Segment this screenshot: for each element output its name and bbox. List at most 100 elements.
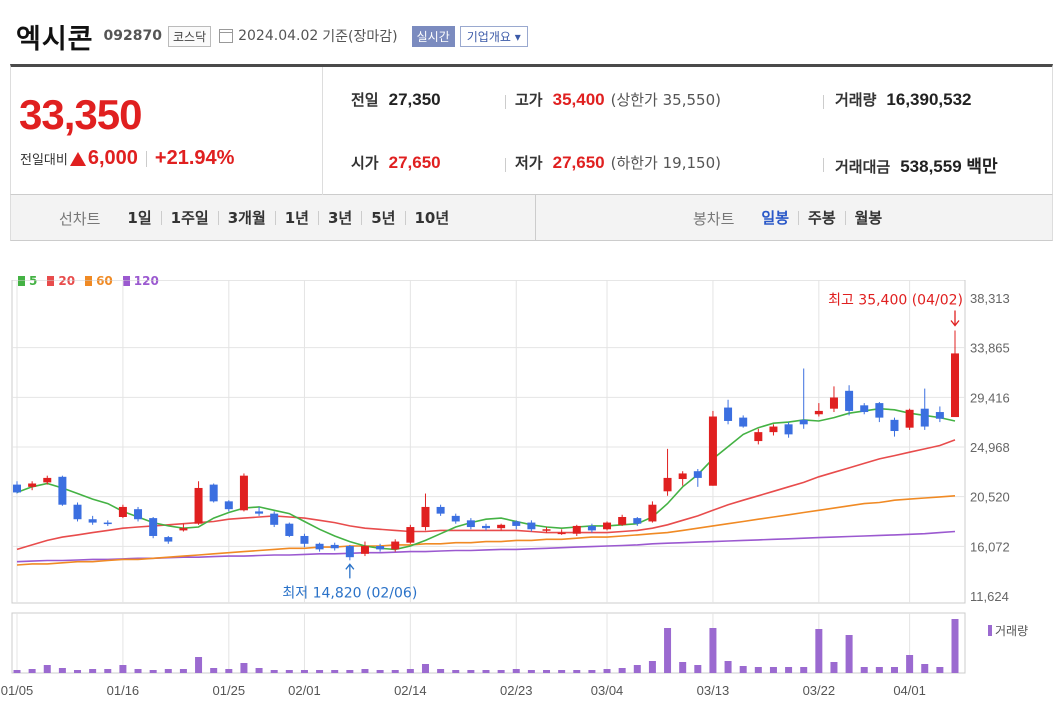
candle-body	[814, 410, 823, 415]
candle-body	[13, 484, 21, 493]
volume-bar	[921, 664, 929, 673]
volume-bar	[573, 670, 581, 673]
plot-frame	[11, 280, 966, 604]
up-triangle-icon	[69, 151, 86, 166]
candle-body	[194, 487, 203, 524]
volume-bar	[467, 670, 475, 673]
candle-body	[603, 522, 612, 530]
candle-body	[436, 506, 445, 514]
stock-code: 092870	[103, 28, 162, 44]
x-tick-label: 03/22	[803, 683, 836, 698]
volume-bar	[951, 619, 959, 673]
x-tick-label: 01/25	[213, 683, 246, 698]
y-tick-label: 20,520	[970, 490, 1010, 505]
y-tick-label: 29,416	[970, 390, 1010, 405]
min-annotation: 최저 14,820 (02/06)	[282, 585, 417, 601]
volume-bar	[512, 669, 520, 673]
x-tick-label: 02/01	[288, 683, 321, 698]
legend-ma5: 5	[18, 274, 37, 288]
volume-bar	[210, 668, 218, 673]
candle-body	[28, 483, 37, 487]
realtime-button[interactable]: 실시간	[411, 25, 455, 47]
divider	[145, 150, 147, 167]
volume-bar	[664, 628, 672, 673]
y-tick-label: 16,072	[970, 539, 1010, 554]
candle-body	[648, 504, 657, 522]
prev-value: 27,350	[388, 90, 441, 109]
change-percent: +21.94%	[154, 147, 235, 169]
volume-bar	[860, 667, 868, 673]
candle-body	[270, 513, 279, 525]
current-price: 33,350	[19, 91, 142, 138]
company-overview-dropdown[interactable]: 기업개요 ▾	[459, 25, 528, 47]
candle-body	[527, 522, 536, 530]
legend-label: 120	[133, 274, 159, 288]
tab-weekly[interactable]: 주봉	[798, 211, 845, 226]
range-3m[interactable]: 3개월	[217, 211, 275, 226]
legend-swatch	[18, 276, 25, 286]
volume-bar	[285, 670, 293, 673]
divider	[505, 158, 506, 172]
volume-bar	[815, 629, 823, 673]
volume-bar	[875, 667, 883, 673]
quote-basis: 기준(장마감)	[322, 29, 398, 45]
volume-bar	[104, 669, 112, 673]
candle-body	[497, 524, 506, 529]
candle-body	[224, 501, 233, 510]
volume-bar	[316, 670, 324, 673]
high-price: 고가 35,400 (상한가 35,550)	[515, 89, 721, 110]
stock-name: 엑시콘	[16, 23, 94, 55]
candle-body	[845, 390, 854, 411]
candle-body	[360, 546, 369, 554]
volume-bar	[270, 670, 278, 673]
candle-body	[663, 477, 672, 492]
range-1y[interactable]: 1년	[274, 211, 318, 226]
volume: 거래량 16,390,532	[835, 89, 972, 110]
price-change: 전일대비 6,000 +21.94%	[20, 147, 234, 170]
candle-body	[466, 520, 475, 528]
arrow-up-icon	[345, 563, 355, 579]
range-5y[interactable]: 5년	[361, 211, 404, 226]
range-1d[interactable]: 1일	[127, 209, 152, 227]
volume-bar	[845, 635, 853, 673]
divider	[505, 95, 506, 109]
open-label: 시가	[351, 154, 379, 172]
volume-bar	[769, 667, 777, 673]
candle-body	[587, 525, 596, 531]
legend-label: 5	[29, 274, 38, 288]
tab-monthly[interactable]: 월봉	[844, 211, 892, 226]
candle-body	[557, 532, 566, 535]
candle-body	[860, 405, 869, 413]
candle-body	[724, 407, 733, 421]
low-price: 저가 27,650 (하한가 19,150)	[515, 152, 721, 173]
volume-bar	[376, 670, 384, 673]
candle-body	[618, 516, 627, 525]
volume-legend-swatch	[988, 625, 992, 636]
tab-daily[interactable]: 일봉	[761, 209, 790, 227]
candle-body	[149, 518, 158, 536]
range-10y[interactable]: 10년	[404, 211, 459, 226]
volume-bar	[754, 667, 762, 673]
volume-bar	[331, 670, 339, 673]
volume-bar	[648, 661, 656, 673]
candle-body	[754, 432, 763, 442]
candle-chart-group: 봉차트 일봉 주봉 월봉	[693, 195, 891, 241]
volume-bar	[58, 668, 66, 673]
x-tick-label: 03/13	[697, 683, 730, 698]
volume-bar	[739, 666, 747, 673]
y-tick-label: 11,624	[970, 589, 1009, 604]
price-chart[interactable]: 38,313 33,865 29,416 24,968 20,520 16,072 11,6…	[0, 280, 1053, 728]
ma-legend: 5 20 60 120	[18, 274, 169, 288]
candle-body	[421, 506, 430, 528]
volume-bar	[300, 670, 308, 673]
change-value: 6,000	[87, 147, 138, 169]
y-tick-label: 38,313	[970, 291, 1010, 306]
volume-bar	[406, 669, 414, 673]
legend-ma60: 60	[85, 274, 113, 288]
quote-panel: 33,350 전일대비 6,000 +21.94% 전일 27,350 고가 3…	[10, 64, 1053, 195]
range-3y[interactable]: 3년	[318, 211, 361, 226]
amount-label: 거래대금	[835, 158, 891, 176]
range-1w[interactable]: 1주일	[160, 211, 218, 226]
high-label: 고가	[515, 91, 543, 109]
volume-bar	[28, 669, 36, 673]
